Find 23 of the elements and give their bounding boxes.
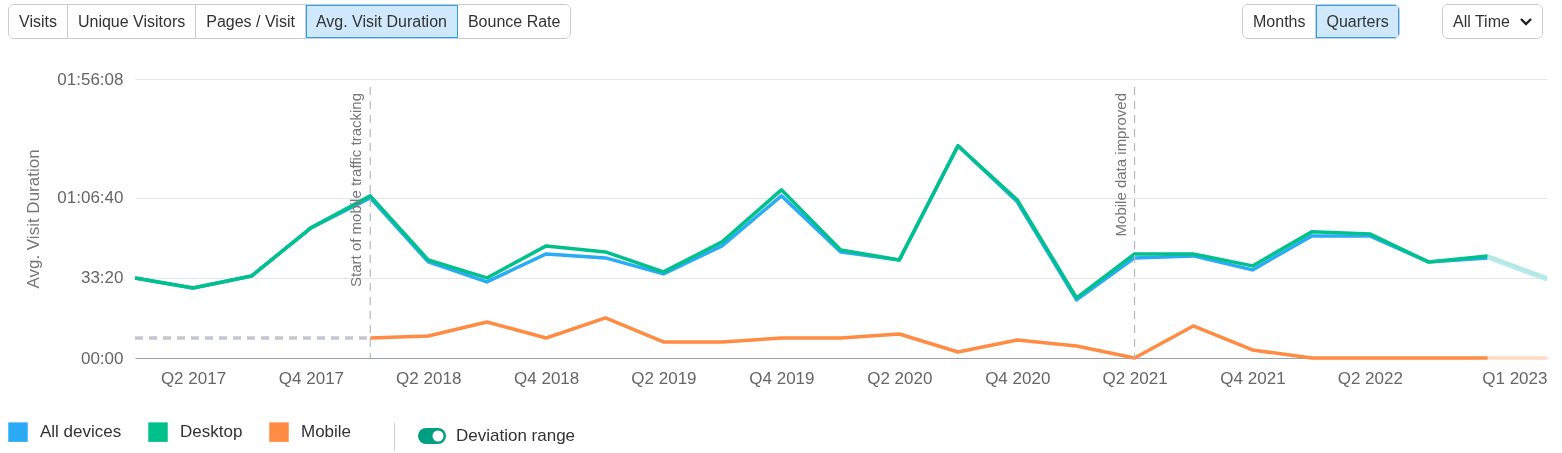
legend-label: Desktop xyxy=(180,422,243,442)
x-tick-label: Q4 2017 xyxy=(278,368,345,388)
legend-label: Mobile xyxy=(301,422,352,442)
x-tick-label: Q4 2019 xyxy=(749,368,815,388)
x-tick-label: Q2 2020 xyxy=(867,368,933,388)
x-tick-label: Q2 2018 xyxy=(396,368,462,388)
x-tick-label: Q2 2022 xyxy=(1337,368,1403,388)
y-tick-label: 01:56:08 xyxy=(57,69,124,89)
x-tick-label: Q2 2017 xyxy=(160,368,227,388)
y-tick-label: 00:00 xyxy=(80,348,124,368)
y-tick-label: 01:06:40 xyxy=(57,188,124,208)
x-tick-label: Q4 2021 xyxy=(1220,368,1286,388)
x-tick-label: Q2 2021 xyxy=(1102,368,1168,388)
x-tick-label: Q4 2020 xyxy=(985,368,1051,388)
ref-line-label: Mobile data improved xyxy=(1111,93,1129,237)
x-tick-label: Q2 2019 xyxy=(631,368,697,388)
x-tick-label: Q1 2023 xyxy=(1482,368,1548,388)
text: Deviation range xyxy=(456,426,576,446)
y-axis-title: Avg. Visit Duration xyxy=(24,149,44,289)
ref-line-label: Start of mobile traffic tracking xyxy=(347,93,365,287)
legend-label: All devices xyxy=(40,422,122,442)
x-tick-label: Q4 2018 xyxy=(514,368,580,388)
y-tick-label: 33:20 xyxy=(80,268,124,288)
